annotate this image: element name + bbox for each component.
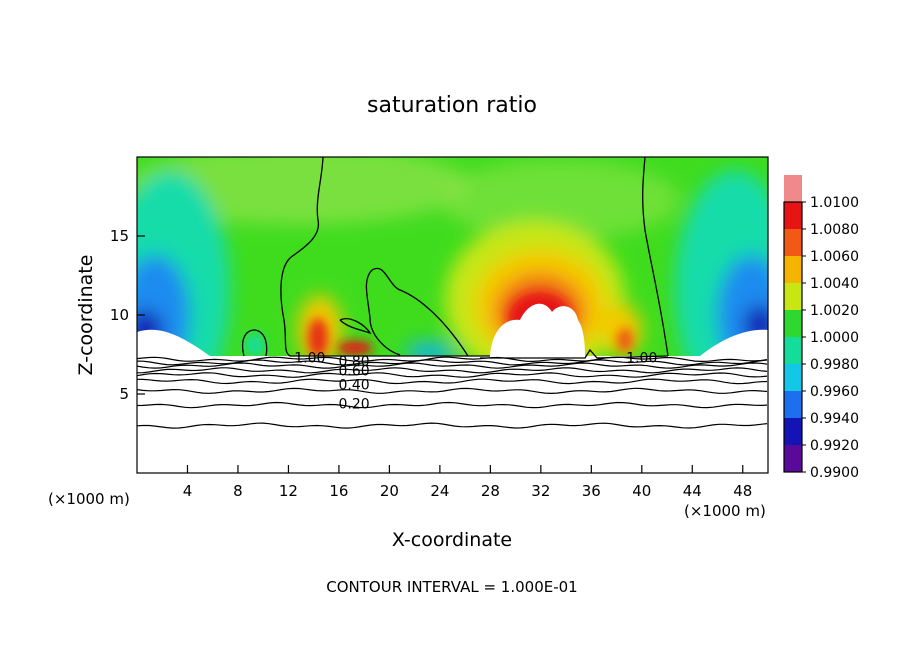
x-tick-label: 16: [329, 482, 348, 500]
colorbar-swatch: [784, 445, 802, 472]
field-upper-lightgreen-2: [440, 160, 680, 240]
contour-line-lower: [136, 372, 768, 378]
colorbar-swatch: [784, 175, 802, 202]
colorbar-swatch: [784, 418, 802, 445]
colorbar-label: 1.0060: [810, 249, 859, 265]
field-lowleft-red: [337, 341, 373, 355]
contour-1.00-inner: [339, 318, 372, 335]
x-tick-label: 32: [531, 482, 550, 500]
colorbar-swatch: [784, 229, 802, 256]
contour-label: 0.80: [338, 354, 369, 370]
field-undefined-right-edge: [700, 329, 768, 356]
field-undefined-bubble: [490, 303, 585, 356]
x-tick-label: 12: [279, 482, 298, 500]
x-tick-label: 44: [683, 482, 702, 500]
x-tick-label: 36: [582, 482, 601, 500]
y-axis-ticks: 5 10 15: [110, 227, 145, 403]
contour-line-lower: [136, 362, 768, 369]
plot-area: 1.00 0.800.600.400.201.00 4 8 12 16 20 24 28 32 3…: [110, 156, 769, 500]
contour-1.00-left: [280, 156, 324, 357]
x-tick-label: 40: [632, 482, 651, 500]
x-tick-label: 28: [481, 482, 500, 500]
contour-line-lower: [136, 401, 768, 409]
x-tick-label: 8: [233, 482, 243, 500]
colorbar-swatch: [784, 256, 802, 283]
field-undefined-left-edge: [137, 329, 210, 356]
contour-line-lower: [136, 356, 768, 363]
lower-contour-lines: [136, 356, 768, 429]
chart-title: saturation ratio: [367, 93, 537, 118]
colorbar-label: 1.0000: [810, 330, 859, 346]
colorbar-swatch: [784, 391, 802, 418]
contour-line-lower: [136, 378, 768, 385]
x-unit-right: (×1000 m): [684, 502, 766, 520]
contour-1.00-pocket: [241, 329, 268, 357]
contour-label: 0.20: [338, 396, 369, 412]
colorbar-label: 1.0040: [810, 276, 859, 292]
contour-label: 0.40: [338, 378, 369, 394]
x-axis-ticks: 4 8 12 16 20 24 28 32 36 40 44 48: [183, 465, 752, 500]
colorbar-swatch: [784, 283, 802, 310]
y-tick-label: 15: [110, 227, 129, 245]
y-axis-label: Z-coordinate: [75, 255, 97, 376]
contour-1.00-right: [642, 156, 669, 357]
contour-label: 0.60: [338, 363, 369, 379]
contour-1.00-mid: [365, 267, 469, 357]
x-tick-label: 48: [733, 482, 752, 500]
colorbar-label: 1.0100: [810, 195, 859, 211]
contour-label: 1.00: [294, 351, 325, 367]
y-tick-label: 5: [119, 385, 129, 403]
y-tick-label: 10: [110, 306, 129, 324]
field-right-red: [617, 328, 633, 352]
field-left-red: [308, 318, 328, 358]
contour-label: 1.00: [626, 351, 657, 367]
x-unit-left: (×1000 m): [48, 490, 130, 508]
x-tick-label: 20: [380, 482, 399, 500]
colorbar-label: 1.0020: [810, 303, 859, 319]
contour-line-lower: [136, 367, 768, 374]
x-tick-label: 24: [430, 482, 449, 500]
colorbar-swatch: [784, 310, 802, 337]
colorbar-swatch: [784, 337, 802, 364]
colorbar-label: 0.9960: [810, 384, 859, 400]
colorbar: 0.9900 0.9920 0.9940 0.9960 0.9980 1.0000 1.00…: [783, 175, 859, 481]
field-upper-lightgreen: [137, 157, 470, 225]
colorbar-label: 1.0080: [810, 222, 859, 238]
field-left-cyan-pocket: [245, 333, 265, 357]
colorbar-label: 0.9920: [810, 438, 859, 454]
colorbar-swatch: [784, 364, 802, 391]
contour-interval-note: CONTOUR INTERVAL = 1.000E-01: [326, 578, 577, 596]
field-undefined-lower: [137, 356, 768, 473]
colorbar-label: 0.9980: [810, 357, 859, 373]
colorbar-label: 0.9900: [810, 465, 859, 481]
contour-line-lower: [136, 387, 768, 395]
colorbar-label: 0.9940: [810, 411, 859, 427]
contour-labels: 1.00 0.800.600.40 0.20 1.00: [294, 351, 657, 413]
colorbar-swatch: [784, 202, 802, 229]
contour-line-lower: [136, 422, 768, 429]
x-tick-label: 4: [183, 482, 193, 500]
field-heatmap: [137, 157, 768, 473]
contour-line-lower: [136, 359, 768, 366]
x-axis-label: X-coordinate: [392, 529, 512, 551]
